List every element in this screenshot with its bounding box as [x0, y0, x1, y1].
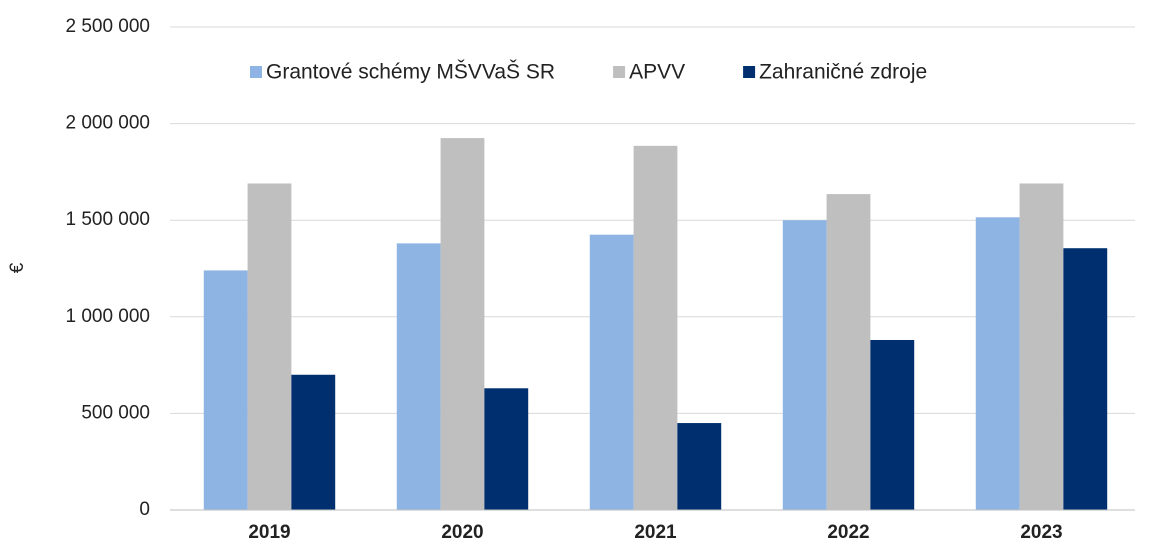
y-tick-label: 500 000	[81, 402, 150, 423]
y-tick-label: 2 000 000	[65, 113, 150, 134]
bar	[677, 423, 722, 510]
bar	[291, 374, 336, 510]
bar	[782, 220, 827, 510]
x-tick-label: 2020	[441, 522, 483, 543]
bar	[203, 270, 248, 510]
y-tick-label: 2 500 000	[65, 16, 150, 37]
legend-label: Grantové schémy MŠVVaŠ SR	[266, 61, 555, 84]
legend-label: APVV	[629, 61, 685, 84]
x-tick-label: 2022	[827, 522, 869, 543]
legend-swatch	[743, 66, 756, 78]
bar	[589, 234, 634, 510]
bar	[440, 138, 485, 510]
bar	[1019, 183, 1064, 510]
x-tick-label: 2021	[634, 522, 677, 543]
bar	[633, 145, 678, 510]
bar	[247, 183, 292, 510]
legend-swatch	[613, 66, 626, 78]
y-tick-label: 1 000 000	[65, 306, 150, 327]
bar	[396, 243, 441, 510]
y-axis-label: €	[7, 262, 28, 273]
x-tick-label: 2023	[1020, 522, 1062, 543]
legend-swatch	[250, 66, 262, 78]
bar	[870, 339, 915, 510]
bar	[975, 217, 1020, 510]
y-tick-label: 0	[139, 499, 150, 520]
y-tick-label: 1 500 000	[65, 209, 150, 230]
bar	[1063, 248, 1108, 511]
bar	[484, 388, 529, 510]
x-tick-label: 2019	[248, 522, 290, 543]
bar	[826, 194, 871, 511]
legend-label: Zahraničné zdroje	[759, 61, 927, 84]
